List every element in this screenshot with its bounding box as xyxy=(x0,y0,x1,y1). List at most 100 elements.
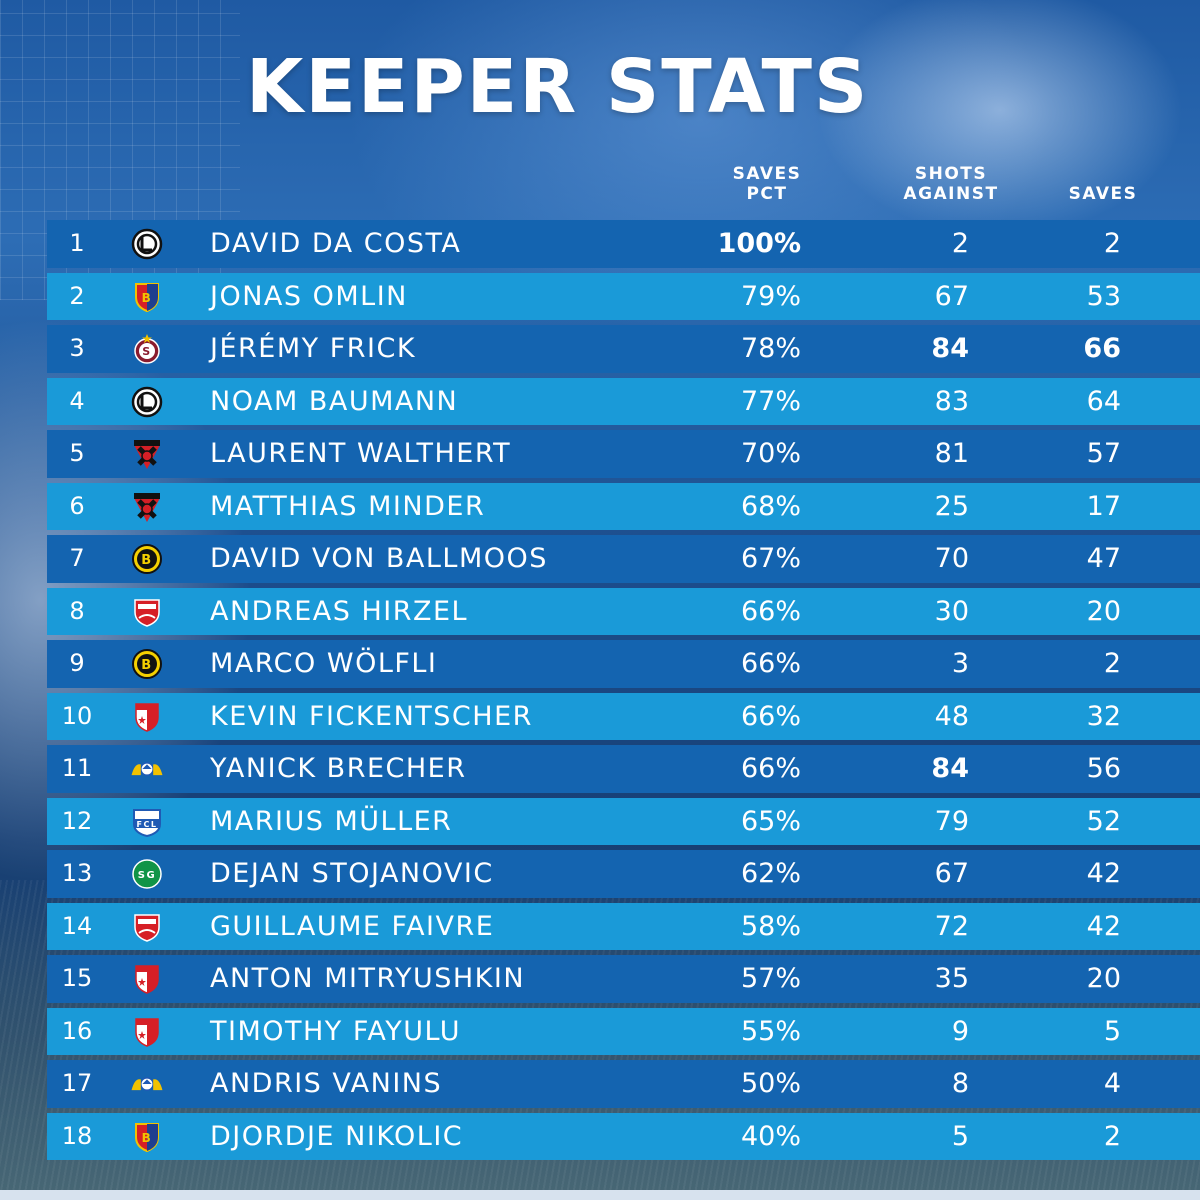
st-gallen-logo: SG xyxy=(130,858,164,890)
svg-text:B: B xyxy=(141,658,152,673)
saves-cell: 4 xyxy=(1103,1068,1121,1099)
rank-cell: 17 xyxy=(61,1069,93,1097)
saves-cell: 2 xyxy=(1103,1120,1121,1152)
basel-logo: B xyxy=(130,281,164,313)
svg-text:S: S xyxy=(142,345,151,358)
sion-logo xyxy=(130,1016,164,1048)
shots-against-cell: 83 xyxy=(934,385,969,417)
saves-cell: 20 xyxy=(1086,595,1121,627)
saves-pct-cell: 66% xyxy=(740,648,801,679)
rank-cell: 6 xyxy=(69,491,85,520)
row-background: 10 KEVIN FICKENTSCHER 66% 48 32 xyxy=(47,692,1200,740)
svg-text:B: B xyxy=(142,291,153,305)
table-row: 4 NOAM BAUMANN 77% 83 64 xyxy=(47,377,1200,431)
row-background: 9 B MARCO WÖLFLI 66% 3 2 xyxy=(47,640,1200,688)
row-background: 15 ANTON MITRYUSHKIN 57% 35 20 xyxy=(47,955,1200,1003)
saves-cell: 2 xyxy=(1103,648,1121,679)
svg-text:SG: SG xyxy=(138,870,156,881)
table-row: 6 MATTHIAS MINDER 68% 25 17 xyxy=(47,482,1200,536)
rank-cell: 1 xyxy=(69,229,85,257)
shots-against-cell: 81 xyxy=(934,438,969,469)
shots-against-cell: 2 xyxy=(951,228,969,259)
saves-cell: 42 xyxy=(1086,858,1121,889)
shots-against-cell: 48 xyxy=(934,700,969,732)
svg-text:B: B xyxy=(141,553,152,568)
xamax-logo xyxy=(130,438,164,470)
zurich-logo xyxy=(130,753,164,785)
table-row: 17 ANDRIS VANINS 50% 8 4 xyxy=(47,1060,1200,1113)
shots-against-cell: 67 xyxy=(934,280,969,312)
rank-cell: 11 xyxy=(61,754,93,782)
shots-against-cell: 25 xyxy=(934,490,969,522)
player-name-cell: JONAS OMLIN xyxy=(210,280,408,312)
rank-cell: 7 xyxy=(69,544,85,572)
saves-cell: 2 xyxy=(1103,228,1121,259)
sion-logo xyxy=(130,701,164,733)
xamax-logo xyxy=(130,491,164,523)
lugano-logo xyxy=(130,228,164,260)
svg-text:B: B xyxy=(142,1131,153,1145)
young-boys-logo: B xyxy=(130,648,164,680)
rank-cell: 4 xyxy=(69,386,85,415)
saves-cell: 52 xyxy=(1086,805,1121,837)
basel-logo: B xyxy=(130,1121,164,1153)
rank-cell: 9 xyxy=(69,649,85,677)
player-name-cell: ANDREAS HIRZEL xyxy=(210,595,469,627)
table-row: 8 ANDREAS HIRZEL 66% 30 20 xyxy=(47,587,1200,641)
shots-against-cell: 72 xyxy=(934,910,969,942)
player-name-cell: DAVID DA COSTA xyxy=(210,228,462,259)
saves-pct-cell: 70% xyxy=(740,438,801,469)
saves-cell: 42 xyxy=(1086,910,1121,942)
svg-text:FCL: FCL xyxy=(137,820,158,829)
row-background: 8 ANDREAS HIRZEL 66% 30 20 xyxy=(47,587,1200,635)
saves-cell: 20 xyxy=(1086,963,1121,994)
table-row: 12 FCL MARIUS MÜLLER 65% 79 52 xyxy=(47,797,1200,851)
keeper-stats-table: 1 DAVID DA COSTA 100% 2 2 2 B JONAS OMLIN 79% 67 5… xyxy=(47,220,1200,1165)
player-name-cell: MATTHIAS MINDER xyxy=(210,490,486,522)
row-background: 14 GUILLAUME FAIVRE 58% 72 42 xyxy=(47,902,1200,950)
sion-logo xyxy=(130,963,164,995)
table-row: 15 ANTON MITRYUSHKIN 57% 35 20 xyxy=(47,955,1200,1008)
player-name-cell: KEVIN FICKENTSCHER xyxy=(210,700,533,732)
shots-against-cell: 67 xyxy=(934,858,969,889)
rank-cell: 18 xyxy=(61,1121,93,1150)
shots-against-cell: 3 xyxy=(951,648,969,679)
thun-logo xyxy=(130,596,164,628)
table-row: 3 S JÉRÉMY FRICK 78% 84 66 xyxy=(47,325,1200,378)
row-background: 12 FCL MARIUS MÜLLER 65% 79 52 xyxy=(47,797,1200,845)
table-row: 16 TIMOTHY FAYULU 55% 9 5 xyxy=(47,1007,1200,1061)
saves-cell: 17 xyxy=(1086,490,1121,522)
column-header-saves: SAVES xyxy=(1068,184,1138,204)
saves-cell: 64 xyxy=(1086,385,1121,417)
luzern-logo: FCL xyxy=(130,806,164,838)
player-name-cell: LAURENT WALTHERT xyxy=(210,438,512,469)
saves-cell: 32 xyxy=(1086,700,1121,732)
saves-pct-cell: 66% xyxy=(740,700,801,732)
column-header-saves-pct: SAVES PCT xyxy=(732,164,802,204)
player-name-cell: MARIUS MÜLLER xyxy=(210,805,453,837)
shots-against-cell: 35 xyxy=(934,963,969,994)
table-row: 2 B JONAS OMLIN 79% 67 53 xyxy=(47,272,1200,326)
shots-against-cell: 84 xyxy=(931,333,969,364)
row-background: 1 DAVID DA COSTA 100% 2 2 xyxy=(47,220,1200,268)
table-row: 1 DAVID DA COSTA 100% 2 2 xyxy=(47,220,1200,273)
shots-against-cell: 5 xyxy=(951,1120,969,1152)
row-background: 16 TIMOTHY FAYULU 55% 9 5 xyxy=(47,1007,1200,1055)
rank-cell: 12 xyxy=(61,806,93,835)
saves-pct-cell: 58% xyxy=(740,910,801,942)
row-background: 4 NOAM BAUMANN 77% 83 64 xyxy=(47,377,1200,425)
rank-cell: 15 xyxy=(61,964,93,992)
saves-pct-cell: 77% xyxy=(740,385,801,417)
table-row: 7 B DAVID VON BALLMOOS 67% 70 47 xyxy=(47,535,1200,588)
rank-cell: 2 xyxy=(69,281,85,310)
saves-cell: 47 xyxy=(1086,543,1121,574)
rank-cell: 14 xyxy=(61,911,93,940)
shots-against-cell: 30 xyxy=(934,595,969,627)
saves-pct-cell: 57% xyxy=(740,963,801,994)
player-name-cell: JÉRÉMY FRICK xyxy=(210,333,417,364)
rank-cell: 8 xyxy=(69,596,85,625)
row-background: 3 S JÉRÉMY FRICK 78% 84 66 xyxy=(47,325,1200,373)
saves-pct-cell: 62% xyxy=(740,858,801,889)
row-background: 18 B DJORDJE NIKOLIC 40% 5 2 xyxy=(47,1112,1200,1160)
saves-pct-cell: 67% xyxy=(740,543,801,574)
